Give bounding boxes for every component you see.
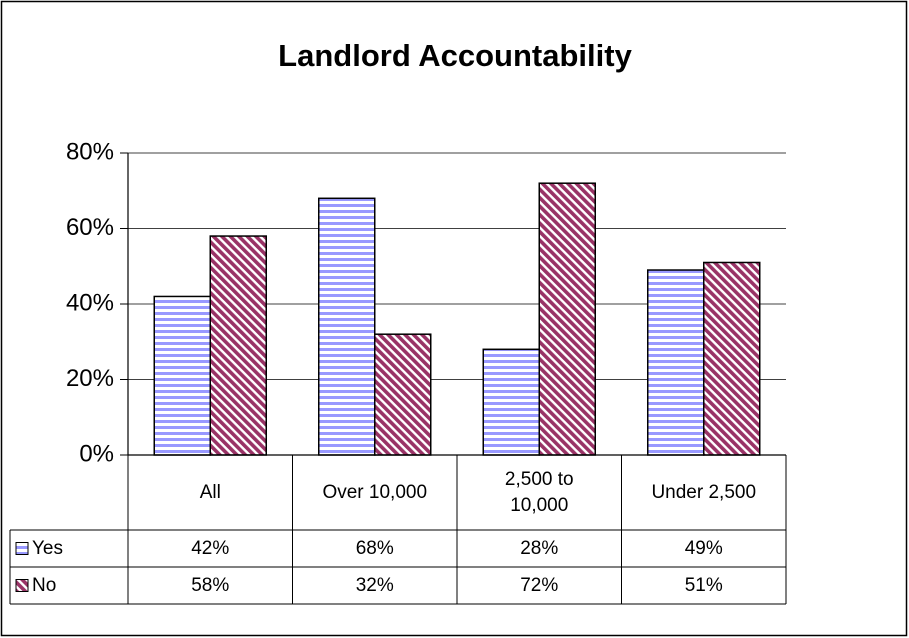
bar (209, 235, 267, 456)
category-label: All (199, 481, 221, 503)
value-label: 28% (520, 537, 559, 559)
legend-key (15, 542, 29, 555)
bar (374, 333, 432, 456)
bar (647, 269, 705, 456)
y-tick-label: 20% (66, 365, 114, 392)
bar (703, 261, 761, 456)
y-tick-label: 80% (66, 138, 114, 165)
legend-label: No (32, 574, 57, 596)
value-label: 68% (355, 537, 394, 559)
bar (538, 182, 596, 456)
y-tick-label: 60% (66, 214, 114, 241)
value-label: 58% (191, 574, 230, 596)
category-label: Under 2,500 (651, 481, 757, 503)
value-label: 72% (520, 574, 559, 596)
y-tick-label: 40% (66, 289, 114, 316)
category-label: 2,500 to 10,000 (504, 468, 574, 516)
category-label: Over 10,000 (322, 481, 428, 503)
bar (153, 295, 211, 456)
bar (318, 197, 376, 456)
bar (482, 348, 540, 456)
legend-key (15, 579, 29, 592)
value-label: 42% (191, 537, 230, 559)
legend-label: Yes (32, 537, 63, 559)
value-label: 32% (355, 574, 394, 596)
value-label: 49% (684, 537, 723, 559)
value-label: 51% (684, 574, 723, 596)
chart-title: Landlord Accountability (278, 38, 632, 73)
y-tick-label: 0% (79, 440, 114, 467)
